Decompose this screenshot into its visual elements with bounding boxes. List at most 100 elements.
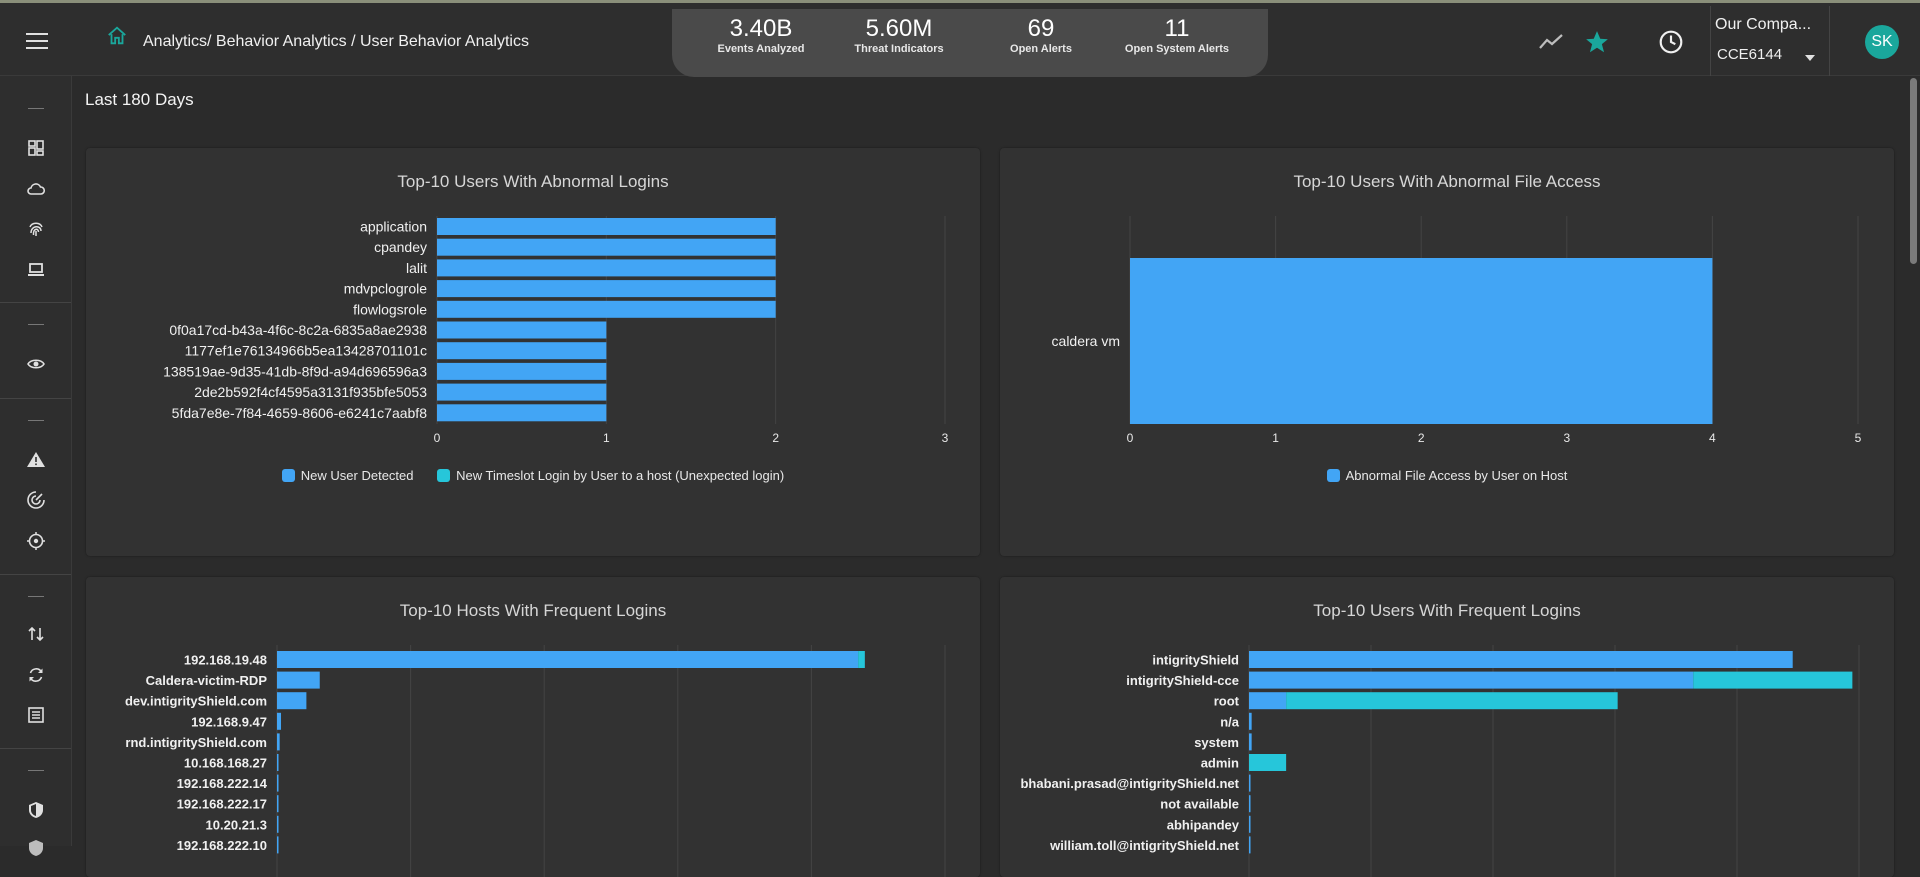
legend-label: Abnormal File Access by User on Host [1345, 468, 1568, 483]
sidebar-divider [28, 420, 44, 421]
bar-1177ef1e76134966b5ea13428701101c-s0 [437, 342, 607, 360]
bar-system-s0 [1249, 733, 1252, 751]
bar-william-toll-intigrityshield-net-s0 [1249, 836, 1251, 854]
abnormal-file-access-chart: caldera vm 0 1 2 3 4 5 [1052, 216, 1862, 445]
x-tick-label: 3 [942, 431, 949, 445]
bar-2de2b592f4cf4595a3131f935bfe5053-s0 [437, 383, 607, 401]
bar-admin-s1 [1249, 754, 1287, 771]
bar-192-168-222-10-s0 [277, 836, 279, 854]
category-label-n-a: n/a [1220, 714, 1240, 729]
category-label-intigrityshield: intigrityShield [1152, 653, 1239, 668]
bar-flowlogsrole-s0 [437, 300, 776, 318]
bar-not-available-s0 [1249, 795, 1251, 813]
shield-icon[interactable] [26, 800, 46, 820]
eye-icon[interactable] [26, 354, 46, 374]
category-label-flowlogsrole: flowlogsrole [353, 301, 427, 317]
refresh-icon[interactable] [26, 665, 46, 685]
x-tick-label: 3 [1563, 431, 1570, 445]
target-icon[interactable] [26, 531, 46, 551]
bar-192-168-222-17-s0 [277, 795, 279, 813]
bar-intigrityshield-cce-s0 [1249, 671, 1694, 689]
bar-n-a-s0 [1249, 712, 1252, 730]
bar-192-168-19-48-s0 [277, 651, 859, 668]
trend-icon[interactable] [1538, 33, 1564, 51]
bar-192-168-222-14-s0 [277, 774, 279, 792]
bar-0f0a17cd-b43a-4f6c-8c2a-6835a8ae2938-s0 [437, 321, 607, 339]
legend-label: New Timeslot Login by User to a host (Un… [456, 468, 785, 483]
stat-label: Events Analyzed [717, 43, 805, 55]
stat-open-alerts[interactable]: 69 Open Alerts [966, 15, 1116, 55]
stat-events-analyzed[interactable]: 3.40B Events Analyzed [686, 15, 836, 55]
category-label-not-available: not available [1160, 797, 1239, 812]
list-icon[interactable] [26, 705, 46, 725]
hosts-frequent-logins-chart: 192.168.19.48 Caldera-victim-RDP dev.intig… [125, 645, 946, 877]
legend-item-abnormal-file-access[interactable]: Abnormal File Access by User on Host [1326, 468, 1568, 483]
legend-swatch [1326, 469, 1340, 482]
chart-title: Top-10 Users With Abnormal Logins [397, 172, 669, 191]
category-label-rnd-intigrityshield-com: rnd.intigrityShield.com [125, 735, 267, 750]
fingerprint-icon[interactable] [26, 219, 46, 239]
bar-rnd-intigrityshield-com-s0 [277, 733, 280, 751]
category-label-root: root [1214, 694, 1240, 709]
x-tick-label: 1 [1272, 431, 1279, 445]
bar-192-168-19-48-s1 [858, 651, 865, 668]
bar-caldera-victim-rdp-s0 [277, 671, 320, 689]
stat-threat-indicators[interactable]: 5.60M Threat Indicators [824, 15, 974, 55]
sidebar-separator [0, 748, 71, 749]
sidebar-divider [28, 324, 44, 325]
radar-icon[interactable] [26, 490, 46, 510]
users-frequent-logins-chart: intigrityShield intigrityShield-cce root n/… [1020, 645, 1860, 877]
category-label-admin: admin [1201, 756, 1239, 771]
legend-label: New User Detected [300, 468, 414, 483]
scrollbar-track[interactable] [1906, 76, 1920, 846]
breadcrumb: Analytics/ Behavior Analytics / User Beh… [143, 33, 529, 50]
category-label-192-168-19-48: 192.168.19.48 [184, 653, 267, 668]
sidebar-divider [28, 108, 44, 109]
bar-application-s0 [437, 218, 776, 235]
chart-card-abnormal-file-access: Top-10 Users With Abnormal File Access c… [1000, 148, 1894, 556]
bar-root-s0 [1249, 692, 1287, 710]
alert-icon[interactable] [26, 450, 46, 470]
company-selector[interactable]: Our Compa... CCE6144 [1710, 6, 1830, 76]
stat-value: 5.60M [865, 15, 933, 42]
bar-5fda7e8e-7f84-4659-8606-e6241c7aabf8-s0 [437, 404, 607, 422]
x-tick-label: 0 [434, 431, 441, 445]
bar-intigrityshield-cce-s1 [1693, 671, 1853, 689]
company-code: CCE6144 [1717, 46, 1783, 63]
cloud-icon[interactable] [26, 179, 46, 199]
category-label-dev-intigrityshield-com: dev.intigrityShield.com [125, 694, 267, 709]
x-tick-label: 2 [1418, 431, 1425, 445]
category-label-2de2b592f4cf4595a3131f935bfe5053: 2de2b592f4cf4595a3131f935bfe5053 [194, 384, 427, 400]
scrollbar-thumb[interactable] [1910, 78, 1917, 264]
category-label-192-168-222-17: 192.168.222.17 [177, 797, 267, 812]
laptop-icon[interactable] [26, 260, 46, 280]
category-label-caldera-victim-rdp: Caldera-victim-RDP [146, 673, 268, 688]
category-label-caldera-vm: caldera vm [1052, 333, 1120, 349]
legend-swatch [281, 469, 295, 482]
chart-card-abnormal-logins: Top-10 Users With Abnormal Logins applic… [86, 148, 980, 556]
chart-title: Top-10 Hosts With Frequent Logins [399, 601, 667, 620]
stat-open-system-alerts[interactable]: 11 Open System Alerts [1102, 15, 1252, 55]
chart-legend: New User Detected New Timeslot Login by … [86, 468, 980, 483]
chart-card-users-frequent-logins: Top-10 Users With Frequent Logins intigr… [1000, 577, 1894, 877]
legend-item-new-timeslot-login[interactable]: New Timeslot Login by User to a host (Un… [437, 468, 784, 483]
bar-root-s1 [1286, 692, 1618, 710]
avatar[interactable]: SK [1865, 25, 1899, 59]
sort-icon[interactable] [26, 624, 46, 644]
category-label-192-168-222-10: 192.168.222.10 [177, 838, 267, 853]
category-label-application: application [360, 219, 427, 235]
star-icon[interactable] [1584, 29, 1610, 55]
stat-value: 69 [1027, 15, 1055, 42]
legend-item-new-user-detected[interactable]: New User Detected [281, 468, 414, 483]
bar-bhabani-prasad-intigrityshield-net-s0 [1249, 774, 1251, 792]
category-label-10-20-21-3: 10.20.21.3 [206, 817, 267, 832]
clock-icon[interactable] [1658, 29, 1684, 55]
stats-panel: 3.40B Events Analyzed 5.60M Threat Indic… [672, 9, 1268, 77]
shield-icon[interactable] [26, 838, 46, 858]
stat-label: Threat Indicators [854, 43, 944, 55]
home-icon[interactable] [106, 25, 128, 47]
category-label-192-168-222-14: 192.168.222.14 [177, 776, 268, 791]
menu-icon[interactable] [26, 33, 48, 49]
dashboard-icon[interactable] [26, 138, 46, 158]
chart-legend: Abnormal File Access by User on Host [1000, 468, 1894, 483]
